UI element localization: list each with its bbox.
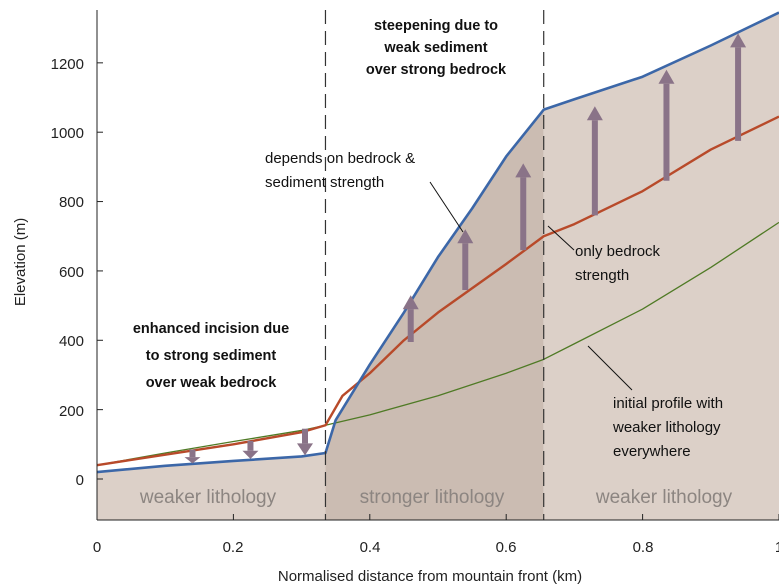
y-axis-title: Elevation (m) bbox=[12, 218, 29, 306]
annotation-only-bedrock-line1: only bedrock bbox=[575, 243, 661, 260]
region-label-left: weaker lithology bbox=[139, 487, 277, 508]
x-tick-label: 0.2 bbox=[223, 539, 244, 556]
y-tick-label: 600 bbox=[59, 264, 84, 281]
annotation-initial-line1: initial profile with bbox=[613, 395, 723, 412]
change-arrow-head bbox=[402, 295, 419, 310]
change-arrow-head bbox=[658, 69, 675, 84]
change-arrow-head bbox=[457, 229, 474, 244]
annotation-initial-line2: weaker lithology bbox=[612, 419, 721, 436]
x-tick-label: 0.4 bbox=[360, 539, 381, 556]
series-line-initial bbox=[96, 221, 779, 466]
annotation-steepening-line1: steepening due to bbox=[374, 18, 498, 34]
arrow-layer bbox=[184, 33, 747, 464]
annotation-steepening-line2: weak sediment bbox=[383, 40, 487, 56]
x-tick-label: 0.8 bbox=[633, 539, 654, 556]
change-arrow-head bbox=[242, 450, 259, 459]
series-layer bbox=[96, 11, 779, 474]
annotation-depends-line1: depends on bedrock & bbox=[265, 150, 415, 167]
annotation-initial-line3: everywhere bbox=[613, 443, 691, 460]
annotation-enhanced-line2: to strong sediment bbox=[146, 348, 277, 364]
series-line-with_sediment bbox=[96, 11, 779, 474]
y-tick-label: 1000 bbox=[51, 125, 84, 142]
change-arrow-head bbox=[586, 106, 603, 121]
x-tick-label: 1 bbox=[775, 539, 779, 556]
region-label-right: weaker lithology bbox=[595, 487, 733, 508]
x-tick-label: 0.6 bbox=[496, 539, 517, 556]
x-tick-label: 0 bbox=[93, 539, 101, 556]
y-tick-label: 400 bbox=[59, 333, 84, 350]
leader-line-only-bedrock bbox=[547, 225, 575, 251]
leader-line-depends bbox=[429, 181, 464, 233]
change-arrow-head bbox=[730, 33, 747, 48]
change-arrow-head bbox=[515, 163, 532, 178]
change-arrow-head bbox=[297, 443, 314, 456]
y-tick-label: 800 bbox=[59, 194, 84, 211]
change-arrow-head bbox=[184, 457, 201, 464]
y-tick-label: 0 bbox=[76, 472, 84, 489]
y-tick-label: 1200 bbox=[51, 56, 84, 73]
annotation-enhanced-line1: enhanced incision due bbox=[133, 321, 289, 337]
annotation-steepening-line3: over strong bedrock bbox=[366, 62, 507, 78]
fill-region-weak-left bbox=[97, 452, 326, 520]
fill-region-weak-right bbox=[543, 12, 779, 521]
region-label-middle: stronger lithology bbox=[360, 487, 505, 508]
series-line-bedrock_only bbox=[96, 115, 779, 467]
y-tick-label: 200 bbox=[59, 403, 84, 420]
x-axis-title: Normalised distance from mountain front … bbox=[278, 568, 582, 585]
annotation-enhanced-line3: over weak bedrock bbox=[146, 375, 277, 391]
leader-line-initial bbox=[587, 345, 633, 391]
annotation-depends-line2: sediment strength bbox=[265, 174, 384, 191]
boundary-layer bbox=[324, 10, 545, 520]
axes-layer bbox=[96, 10, 779, 521]
annotation-only-bedrock-line2: strength bbox=[575, 267, 629, 284]
